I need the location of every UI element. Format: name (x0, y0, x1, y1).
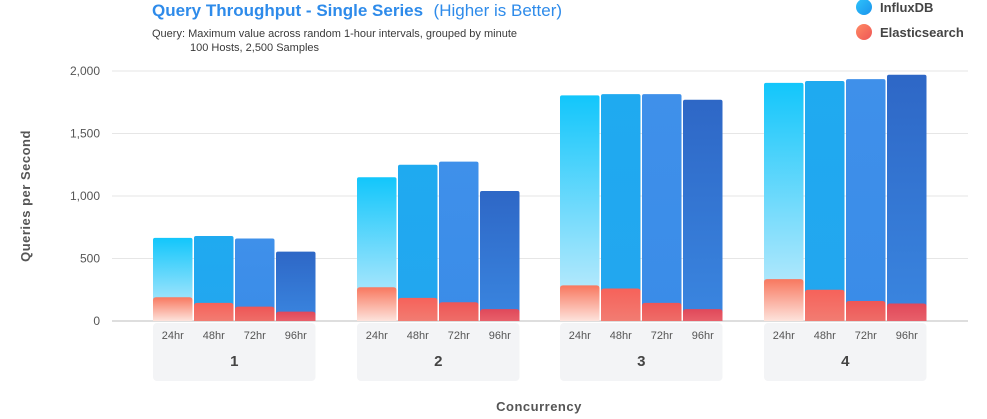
bar-influxdb (357, 177, 397, 321)
x-tick-label: 48hr (203, 330, 225, 342)
bar-elasticsearch (683, 309, 723, 321)
x-tick-label: 24hr (366, 330, 388, 342)
bar-influxdb (235, 238, 275, 321)
legend: InfluxDB Elasticsearch (856, 0, 964, 40)
x-tick-label: 24hr (569, 330, 591, 342)
y-tick-label: 1,500 (70, 127, 100, 141)
bar-influxdb (846, 79, 886, 321)
x-tick-label: 72hr (244, 330, 266, 342)
x-tick-label: 96hr (285, 330, 307, 342)
x-tick-label: 24hr (162, 330, 184, 342)
group-box (357, 323, 520, 381)
bar-elasticsearch (846, 301, 886, 321)
bar-elasticsearch (764, 279, 804, 321)
chart-title: Query Throughput - Single Series (Higher… (152, 1, 562, 20)
group-box (764, 323, 927, 381)
bar-elasticsearch (601, 288, 641, 321)
group-label: 1 (230, 353, 238, 370)
x-tick-label: 48hr (814, 330, 836, 342)
bar-elasticsearch (560, 285, 600, 321)
legend-label-elasticsearch: Elasticsearch (880, 25, 964, 40)
y-axis-title: Queries per Second (18, 130, 33, 262)
y-tick-label: 1,000 (70, 189, 100, 203)
x-tick-label: 96hr (692, 330, 714, 342)
group-box (153, 323, 316, 381)
x-tick-label: 96hr (896, 330, 918, 342)
x-tick-label: 72hr (448, 330, 470, 342)
bar-elasticsearch (276, 311, 316, 321)
bar-influxdb (642, 94, 682, 321)
bar-elasticsearch (398, 297, 438, 321)
bar-influxdb (276, 251, 316, 321)
bar-influxdb (887, 74, 927, 321)
bar-influxdb (764, 82, 804, 321)
bar-elasticsearch (235, 306, 275, 321)
bar-elasticsearch (357, 287, 397, 321)
bar-elasticsearch (153, 297, 193, 321)
query-params: 100 Hosts, 2,500 Samples (190, 42, 320, 54)
bar-influxdb (194, 236, 234, 321)
y-tick-label: 2,000 (70, 64, 100, 78)
legend-swatch-elasticsearch (856, 24, 872, 40)
legend-label-influxdb: InfluxDB (880, 0, 933, 15)
bars (153, 74, 927, 321)
x-axis-title: Concurrency (496, 399, 582, 414)
x-tick-label: 96hr (489, 330, 511, 342)
legend-swatch-influxdb (856, 0, 872, 15)
bar-influxdb (439, 161, 479, 321)
chart-title-main: Query Throughput - Single Series (152, 1, 423, 20)
group-label: 2 (434, 353, 442, 370)
x-tick-label: 24hr (773, 330, 795, 342)
bar-influxdb (560, 95, 600, 321)
x-tick-label: 72hr (651, 330, 673, 342)
bar-influxdb (480, 191, 520, 321)
chart-title-sub: (Higher is Better) (434, 1, 562, 20)
y-tick-label: 500 (80, 252, 100, 266)
bar-elasticsearch (194, 302, 234, 321)
bar-elasticsearch (439, 302, 479, 321)
labels: 0 500 1,000 1,500 2,000 24hr 48hr 72hr 96hr 1 24hr… (70, 64, 918, 370)
bar-influxdb (805, 81, 845, 321)
x-tick-label: 48hr (407, 330, 429, 342)
query-description: Query: Maximum value across random 1-hou… (152, 28, 517, 40)
x-tick-label: 48hr (610, 330, 632, 342)
group-boxes (153, 323, 927, 381)
x-tick-label: 72hr (855, 330, 877, 342)
group-label: 4 (841, 353, 850, 370)
bar-influxdb (683, 99, 723, 321)
bar-influxdb (601, 94, 641, 321)
group-box (560, 323, 723, 381)
bar-elasticsearch (480, 309, 520, 321)
bar-elasticsearch (805, 289, 845, 321)
y-tick-label: 0 (93, 314, 100, 328)
bar-elasticsearch (642, 302, 682, 321)
group-label: 3 (637, 353, 645, 370)
bar-elasticsearch (887, 303, 927, 321)
bar-influxdb (398, 164, 438, 321)
